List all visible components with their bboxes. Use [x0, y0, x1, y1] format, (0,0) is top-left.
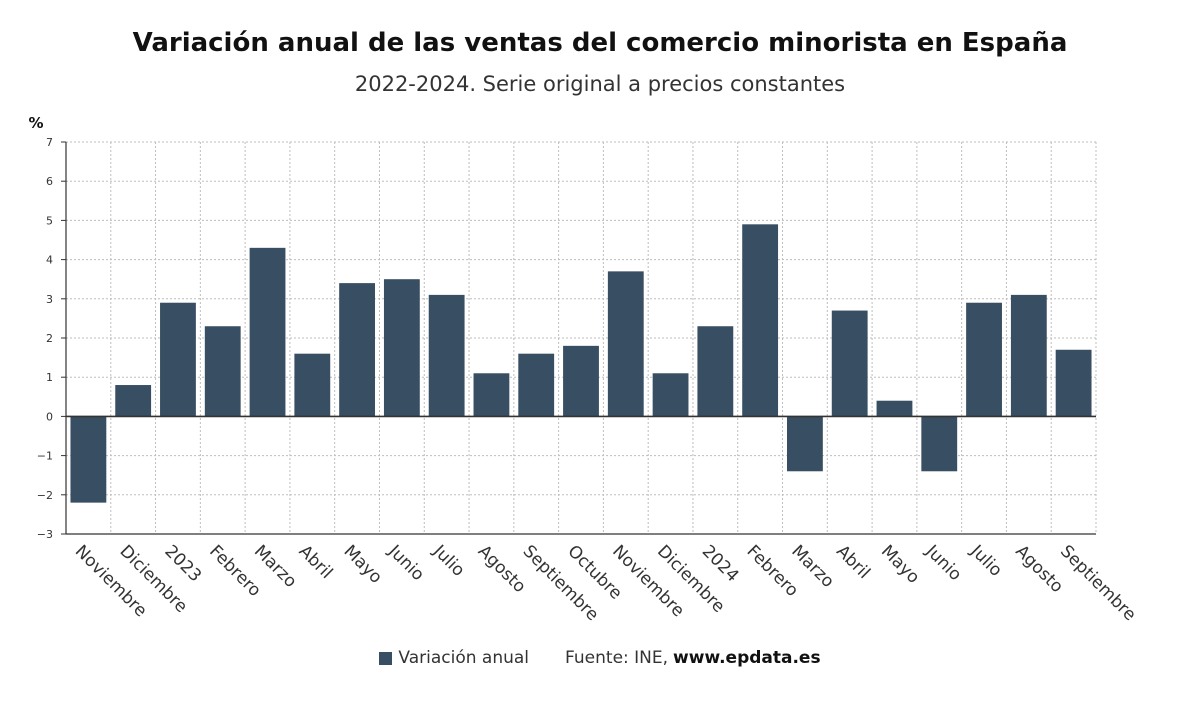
- y-tick-label: −3: [37, 528, 53, 541]
- bar: [563, 345, 599, 417]
- bar: [1010, 294, 1047, 417]
- bar: [339, 283, 375, 417]
- bar: [518, 353, 555, 417]
- chart-subtitle: 2022-2024. Serie original a precios cons…: [354, 72, 846, 96]
- y-tick-label: −1: [37, 450, 53, 463]
- bar: [70, 416, 107, 503]
- bar: [607, 271, 644, 417]
- bar: [249, 247, 286, 417]
- bar: [294, 353, 331, 417]
- x-tick-label: Julio: [966, 541, 1006, 581]
- source-label: Fuente: INE,: [565, 648, 669, 668]
- x-tick-label: Junio: [921, 541, 965, 585]
- bar: [383, 279, 420, 417]
- y-tick-label: 6: [46, 175, 53, 188]
- x-tick-label: Abril: [295, 541, 337, 583]
- bar: [1055, 349, 1092, 417]
- bar: [204, 326, 241, 417]
- y-tick-label: 1: [46, 371, 53, 384]
- x-tick-label: Agosto: [474, 541, 530, 597]
- x-tick-label: Septiembre: [1056, 541, 1140, 625]
- legend-swatch: [379, 651, 393, 665]
- y-tick-label: 7: [46, 136, 53, 149]
- bar: [473, 373, 510, 417]
- bar: [428, 294, 465, 417]
- y-tick-label: 5: [46, 214, 53, 227]
- x-tick-label: Mayo: [340, 541, 386, 587]
- y-axis-label: %: [28, 114, 43, 132]
- legend-label: Variación anual: [398, 648, 530, 668]
- x-tick-label: Mayo: [877, 541, 923, 587]
- source-link[interactable]: www.epdata.es: [673, 648, 821, 668]
- x-tick-label: Agosto: [1011, 541, 1067, 597]
- y-tick-label: 4: [46, 254, 53, 267]
- bar: [697, 326, 734, 417]
- x-tick-label: Julio: [428, 541, 468, 581]
- bars: [70, 224, 1092, 503]
- bar: [652, 373, 689, 417]
- bar: [921, 416, 958, 472]
- bar: [742, 224, 779, 417]
- bar: [160, 302, 196, 417]
- bar: [115, 385, 152, 417]
- y-tick-labels: 7 6 5 4 3 2 1 0 −1 −2 −3: [37, 136, 53, 541]
- bar: [831, 310, 868, 417]
- bar: [966, 302, 1002, 417]
- y-tick-label: −2: [37, 489, 53, 502]
- bar: [787, 416, 823, 472]
- y-tick-label: 0: [46, 410, 53, 423]
- axes: [61, 141, 1096, 535]
- chart-title: Variación anual de las ventas del comerc…: [132, 28, 1068, 58]
- legend: Variación anual Fuente: INE, www.epdata.…: [0, 648, 1200, 668]
- y-tick-label: 3: [46, 293, 53, 306]
- x-tick-label: Junio: [384, 541, 428, 585]
- y-tick-label: 2: [46, 332, 53, 345]
- bar: [876, 400, 913, 417]
- x-tick-label: Abril: [832, 541, 874, 583]
- gridlines: [66, 141, 1097, 535]
